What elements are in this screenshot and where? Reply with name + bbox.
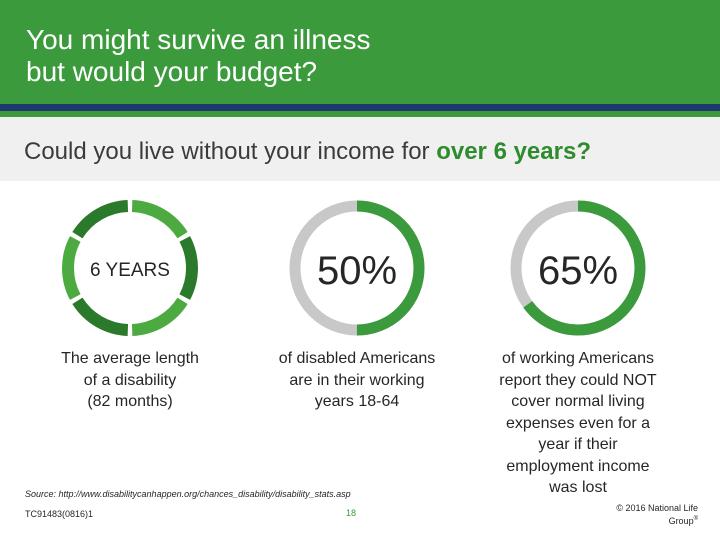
donut-segment	[72, 297, 129, 336]
caption-line: of working Americans	[501, 350, 655, 367]
copyright-line: © 2016 National Life	[616, 503, 698, 513]
working-percent-label: 65%	[537, 249, 619, 293]
disabled-percent-donut	[289, 200, 425, 336]
donut-value-arc	[510, 200, 646, 336]
caption-line: years 18-64	[314, 393, 400, 410]
disabled-caption: of disabled Americans are in their worki…	[262, 348, 452, 413]
working-caption: of working Americans report they could N…	[482, 348, 674, 499]
working-percent-donut	[510, 200, 646, 336]
navy-stripe	[0, 104, 720, 111]
donut-value-arc	[289, 200, 425, 336]
caption-line: are in their working	[289, 371, 425, 389]
donut-segment	[131, 297, 188, 336]
page-number: 18	[346, 508, 357, 518]
green-stripe	[0, 111, 720, 117]
header-bar: You might survive an illness but would y…	[0, 0, 720, 104]
question-emphasis: over 6 years?	[436, 138, 591, 165]
caption-line: report they could NOT	[499, 371, 657, 389]
caption-line: of a disability	[83, 371, 177, 389]
years-label: 6 YEARS	[90, 260, 170, 281]
caption-line: (82 months)	[87, 393, 173, 410]
years-caption: The average length of a disability (82 m…	[40, 348, 220, 413]
caption-line: was lost	[549, 479, 607, 496]
donut-segment	[72, 200, 129, 239]
donut-segment	[179, 236, 198, 300]
caption-line: expenses even for a	[505, 414, 651, 432]
question-text: Could you live without your income for o…	[24, 138, 591, 166]
donut-segment	[131, 200, 188, 239]
slide-title: You might survive an illness but would y…	[26, 24, 371, 87]
donut-segment	[62, 236, 81, 300]
copyright-line: Group®	[578, 514, 698, 527]
caption-line: cover normal living	[511, 393, 645, 410]
copyright-notice: © 2016 National Life Group®	[578, 503, 698, 527]
document-code: TC91483(0816)1	[25, 509, 94, 519]
caption-line: The average length	[61, 350, 199, 367]
caption-line: of disabled Americans	[278, 350, 436, 367]
registered-mark: ®	[693, 516, 698, 522]
disabled-percent-label: 50%	[316, 249, 398, 293]
caption-line: employment income	[506, 457, 650, 475]
question-prefix: Could you live without your income for	[24, 138, 437, 165]
copyright-company: Group	[668, 516, 694, 526]
caption-line: year if their	[538, 436, 618, 453]
years-donut	[62, 200, 198, 336]
question-band	[0, 117, 720, 181]
source-citation: Source: http://www.disabilitycanhappen.o…	[25, 489, 351, 499]
